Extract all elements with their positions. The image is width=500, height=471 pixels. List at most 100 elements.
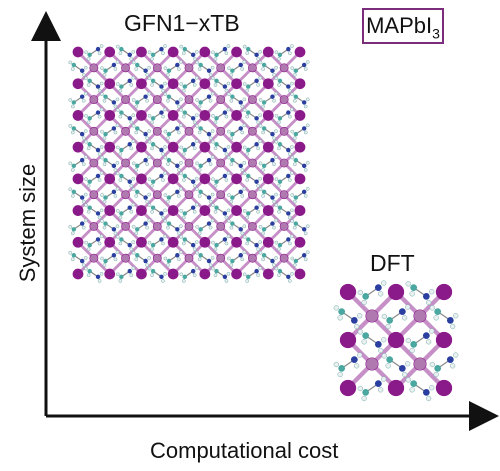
hydrogen-atom [97,114,102,119]
nitrogen-atom [398,308,406,316]
iodine-atom [199,141,211,153]
hydrogen-atom [131,202,136,207]
nitrogen-atom [190,78,196,84]
lead-atom [184,222,194,231]
iodine-atom [104,46,116,58]
nitrogen-atom [111,100,117,105]
hydrogen-atom [192,247,197,252]
carbon-atom [277,116,283,121]
hydrogen-atom [97,215,102,220]
hydrogen-atom [274,192,278,197]
hydrogen-atom [226,44,231,48]
nitrogen-atom [222,110,228,115]
carbon-atom [198,163,203,169]
carbon-atom [87,116,92,121]
hydrogen-atom [129,209,134,214]
iodine-atom [199,205,211,216]
nitrogen-atom [143,195,148,200]
iodine-atom [167,236,179,248]
hydrogen-atom [229,162,234,167]
carbon-atom [246,147,251,153]
gfn1-xtb-label: GFN1−xTB [124,10,240,36]
iodine-atom [199,78,211,90]
hydrogen-atom [163,271,167,276]
nitrogen-atom [143,157,148,163]
hydrogen-atom [83,129,88,133]
hydrogen-atom [147,266,152,271]
hydrogen-atom [147,192,152,197]
nitrogen-atom [301,189,307,195]
hydrogen-atom [99,107,104,112]
nitrogen-atom [446,316,454,324]
hydrogen-atom [210,65,215,70]
hydrogen-atom [97,152,102,156]
hydrogen-atom [179,272,184,277]
lead-atom [89,222,99,231]
iodine-atom [231,46,242,58]
hydrogen-atom [305,186,310,191]
molecule-layer [333,280,459,402]
hydrogen-atom [86,183,91,188]
hydrogen-atom [115,250,120,255]
material-name: MAPbI [366,13,433,38]
hydrogen-atom [258,98,263,102]
carbon-atom [214,179,219,184]
hydrogen-atom [97,88,102,93]
hydrogen-atom [226,145,231,149]
hydrogen-atom [429,289,435,295]
hydrogen-atom [303,104,308,109]
nitrogen-atom [301,126,307,131]
hydrogen-atom [147,50,152,55]
iodine-atom [104,236,116,248]
hydrogen-atom [86,120,91,125]
hydrogen-atom [208,162,213,167]
nitrogen-atom [206,68,212,73]
nitrogen-atom [286,110,291,115]
hydrogen-atom [210,218,215,223]
hydrogen-atom [197,168,202,172]
carbon-atom [261,163,267,169]
hydrogen-atom [131,187,136,192]
hydrogen-atom [179,235,184,239]
hydrogen-atom [274,113,279,118]
carbon-atom [71,163,77,169]
iodine-atom [167,205,179,216]
lead-atom [152,158,162,168]
hydrogen-atom [353,363,360,369]
hydrogen-atom [224,114,229,119]
hydrogen-atom [177,231,181,236]
hydrogen-atom [292,263,297,267]
hydrogen-atom [240,231,245,236]
nitrogen-atom [270,221,275,226]
hydrogen-atom [258,124,263,128]
hydrogen-atom [163,219,168,223]
iodine-atom [231,173,242,185]
hydrogen-atom [134,130,139,135]
hydrogen-atom [68,250,73,255]
iodine-atom [72,205,84,216]
hydrogen-atom [102,98,107,103]
hydrogen-atom [129,83,134,87]
carbon-atom [119,237,124,242]
hydrogen-atom [401,315,408,321]
hydrogen-atom [195,224,199,229]
hydrogen-atom [290,219,295,223]
iodine-atom [167,173,179,185]
carbon-atom [87,179,92,184]
carbon-atom [198,100,203,105]
nitrogen-atom [159,46,164,52]
hydrogen-atom [242,224,247,229]
hydrogen-atom [409,347,415,354]
nitrogen-atom [270,157,275,163]
hydrogen-atom [129,247,134,252]
hydrogen-atom [118,215,123,220]
iodine-atom [294,110,306,121]
carbon-atom [293,131,299,137]
hydrogen-atom [226,92,231,97]
carbon-atom [166,94,172,99]
carbon-atom [198,189,203,195]
hydrogen-atom [303,168,308,172]
carbon-atom [362,388,370,396]
nitrogen-atom [143,68,148,73]
hydrogen-atom [84,76,88,81]
